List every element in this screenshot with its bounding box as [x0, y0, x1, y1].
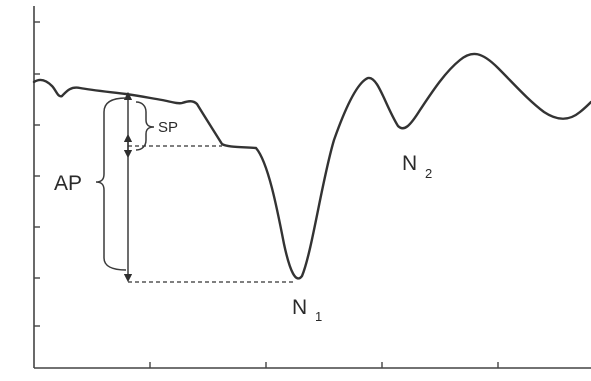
x-axis-ticks: [149, 362, 499, 368]
n1-label-subscript: 1: [315, 309, 322, 324]
n1-label-main: N: [292, 296, 307, 319]
ap-label: AP: [54, 172, 82, 195]
n1-label: N 1: [292, 296, 322, 324]
sp-brace: [135, 101, 155, 151]
n2-label-main: N: [402, 152, 417, 175]
ap-brace: [95, 97, 127, 271]
ecochg-waveform: [32, 52, 591, 280]
n2-label: N 2: [402, 152, 432, 181]
n2-label-subscript: 2: [425, 166, 432, 181]
reference-lines: [128, 145, 296, 283]
y-axis-ticks: [34, 21, 40, 327]
sp-label: SP: [158, 119, 178, 136]
